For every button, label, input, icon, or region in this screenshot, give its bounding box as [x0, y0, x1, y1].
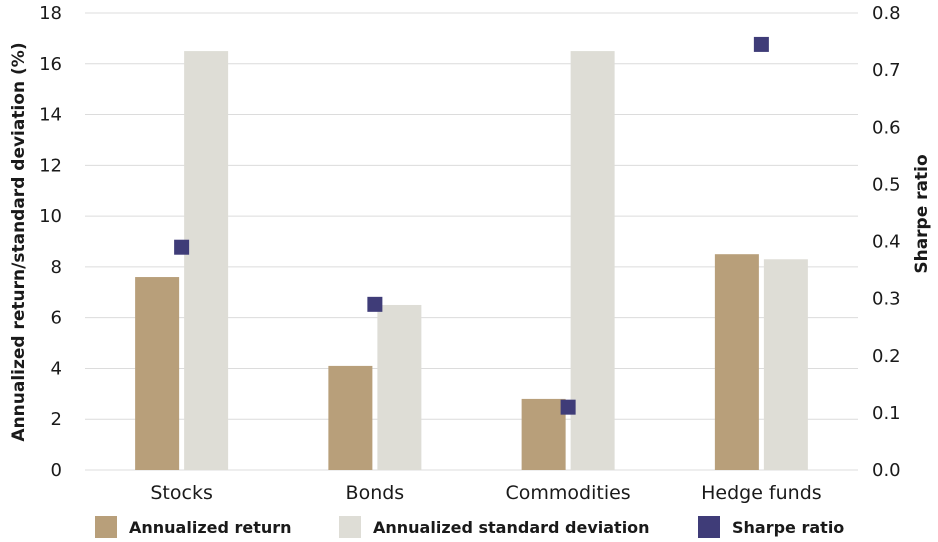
category-label: Hedge funds — [701, 482, 822, 504]
return-bar-bonds — [328, 365, 373, 470]
legend: Annualized return Annualized standard de… — [0, 512, 938, 542]
right-tick-label: 0.4 — [872, 232, 901, 253]
category-label: Commodities — [506, 482, 631, 504]
legend-label-stdev: Annualized standard deviation — [373, 517, 650, 537]
sharpe-markers — [174, 36, 769, 415]
left-tick-label: 18 — [39, 3, 62, 24]
right-tick-label: 0.5 — [872, 174, 901, 195]
stdev-bar-stocks — [184, 51, 229, 470]
legend-label-sharpe: Sharpe ratio — [732, 517, 845, 537]
return-bar-stocks — [135, 277, 180, 470]
return-swatch — [95, 516, 117, 538]
right-tick-label: 0.3 — [872, 289, 901, 310]
sharpe-marker-stocks — [174, 239, 190, 255]
return-bar-commodities — [521, 398, 566, 470]
left-axis-title: Annualized return/standard deviation (%) — [9, 42, 29, 441]
right-tick-label: 0.2 — [872, 346, 901, 367]
left-tick-label: 16 — [39, 54, 62, 75]
sharpe-marker-commodities — [560, 399, 576, 415]
left-tick-label: 2 — [51, 409, 62, 430]
right-tick-label: 0.8 — [872, 3, 901, 24]
left-tick-label: 12 — [39, 155, 62, 176]
left-tick-label: 8 — [51, 257, 62, 278]
legend-item-sharpe: Sharpe ratio — [698, 516, 844, 538]
sharpe-marker-bonds — [367, 296, 383, 312]
left-tick-label: 6 — [51, 308, 62, 329]
stdev-swatch — [339, 516, 361, 538]
left-tick-label: 14 — [39, 105, 62, 126]
left-axis-ticks: 0 2 4 6 8 10 12 14 16 18 — [39, 3, 62, 481]
category-label: Bonds — [346, 482, 405, 504]
legend-label-return: Annualized return — [129, 517, 292, 537]
category-labels: Stocks Bonds Commodities Hedge funds — [150, 482, 821, 504]
chart: 0 2 4 6 8 10 12 14 16 18 0.0 0.1 0.2 0.3 0.4 0.5 0.6 0.7… — [9, 3, 932, 504]
category-label: Stocks — [150, 482, 212, 504]
right-axis-ticks: 0.0 0.1 0.2 0.3 0.4 0.5 0.6 0.7 0.8 — [872, 3, 901, 481]
left-tick-label: 4 — [51, 358, 62, 379]
legend-item-stdev: Annualized standard deviation — [339, 516, 650, 538]
right-tick-label: 0.0 — [872, 460, 901, 481]
right-tick-label: 0.7 — [872, 60, 901, 81]
return-bar-hedge-funds — [714, 254, 759, 470]
right-tick-label: 0.1 — [872, 403, 901, 424]
stdev-bar-bonds — [377, 304, 422, 470]
left-tick-label: 0 — [51, 460, 62, 481]
sharpe-swatch — [698, 516, 720, 538]
right-tick-label: 0.6 — [872, 117, 901, 138]
right-axis-title: Sharpe ratio — [912, 154, 932, 273]
left-tick-label: 10 — [39, 206, 62, 227]
sharpe-marker-hedge-funds — [753, 36, 769, 52]
stdev-bar-commodities — [570, 51, 615, 470]
stdev-bar-hedge-funds — [763, 259, 808, 470]
legend-item-return: Annualized return — [95, 516, 292, 538]
bars — [135, 51, 808, 470]
